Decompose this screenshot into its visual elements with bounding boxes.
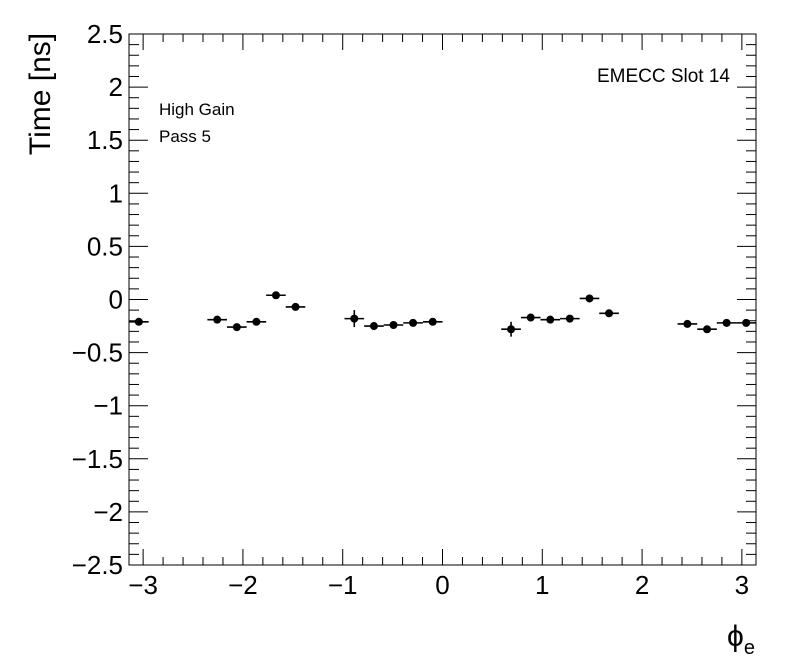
- data-marker: [585, 294, 594, 303]
- annotation-slot: EMECC Slot 14: [597, 66, 730, 87]
- data-marker: [389, 320, 398, 329]
- data-marker: [232, 323, 241, 332]
- data-marker: [291, 302, 300, 311]
- data-point: [227, 323, 247, 332]
- y-tick-label: 2.5: [87, 19, 123, 49]
- data-marker: [507, 325, 516, 334]
- y-tick-label: −2.5: [72, 550, 123, 580]
- data-point: [246, 317, 267, 326]
- data-marker: [605, 309, 614, 318]
- data-marker: [722, 318, 731, 327]
- data-marker: [271, 291, 280, 300]
- x-tick-label: 2: [635, 570, 649, 600]
- data-point: [422, 317, 443, 326]
- data-marker: [546, 315, 555, 324]
- annotation-gain: High Gain: [159, 100, 235, 119]
- y-tick-label: 1.5: [87, 125, 123, 155]
- data-marker: [134, 317, 143, 326]
- x-axis-title: ϕe: [727, 620, 755, 659]
- data-marker: [252, 317, 261, 326]
- data-point: [344, 310, 365, 328]
- y-tick-label: −1.5: [72, 444, 123, 474]
- data-point: [285, 302, 306, 311]
- data-marker: [428, 317, 437, 326]
- x-tick-label: 1: [535, 570, 549, 600]
- data-marker: [213, 315, 222, 324]
- data-marker: [526, 313, 535, 322]
- x-axis-title-main: ϕ: [727, 620, 744, 653]
- data-point: [736, 318, 756, 327]
- data-point: [364, 322, 384, 331]
- y-tick-label: 2: [109, 72, 123, 102]
- y-tick-label: 1: [109, 178, 123, 208]
- annotation-pass: Pass 5: [159, 127, 211, 146]
- data-point: [677, 319, 698, 328]
- y-axis-tick-labels: −2.5 −2 −1.5 −1 −0.5 0 0.5 1 1.5 2 2.5: [72, 19, 123, 580]
- data-point: [599, 309, 619, 318]
- x-axis-title-subscript: e: [744, 637, 755, 659]
- y-tick-label: −1: [93, 391, 123, 421]
- y-tick-label: −0.5: [72, 338, 123, 368]
- data-marker: [350, 314, 359, 323]
- y-axis-ticks: [129, 33, 756, 566]
- data-point: [129, 317, 149, 326]
- data-marker: [703, 325, 712, 334]
- data-point: [579, 294, 600, 303]
- data-point: [560, 314, 580, 323]
- data-point: [540, 315, 561, 324]
- y-tick-label: 0.5: [87, 231, 123, 261]
- data-point: [207, 315, 227, 324]
- x-tick-label: 3: [735, 570, 749, 600]
- data-marker: [742, 318, 751, 327]
- x-tick-label: −1: [328, 570, 358, 600]
- y-tick-label: −2: [93, 497, 123, 527]
- data-points: [129, 291, 756, 337]
- x-tick-label: −3: [128, 570, 158, 600]
- y-axis-title: Time [ns]: [24, 33, 57, 155]
- y-tick-label: 0: [109, 285, 123, 315]
- data-point: [520, 313, 541, 322]
- data-point: [716, 318, 737, 327]
- data-marker: [409, 318, 418, 327]
- data-marker: [565, 314, 574, 323]
- data-point: [383, 320, 404, 329]
- data-point: [501, 321, 521, 337]
- data-marker: [369, 322, 378, 331]
- x-tick-label: −2: [228, 570, 258, 600]
- x-tick-label: 0: [435, 570, 449, 600]
- data-marker: [683, 319, 692, 328]
- data-point: [266, 291, 286, 300]
- x-axis-ticks: [142, 34, 743, 565]
- data-point: [697, 325, 717, 334]
- x-axis-tick-labels: −3 −2 −1 0 1 2 3: [128, 570, 749, 600]
- data-point: [403, 318, 423, 327]
